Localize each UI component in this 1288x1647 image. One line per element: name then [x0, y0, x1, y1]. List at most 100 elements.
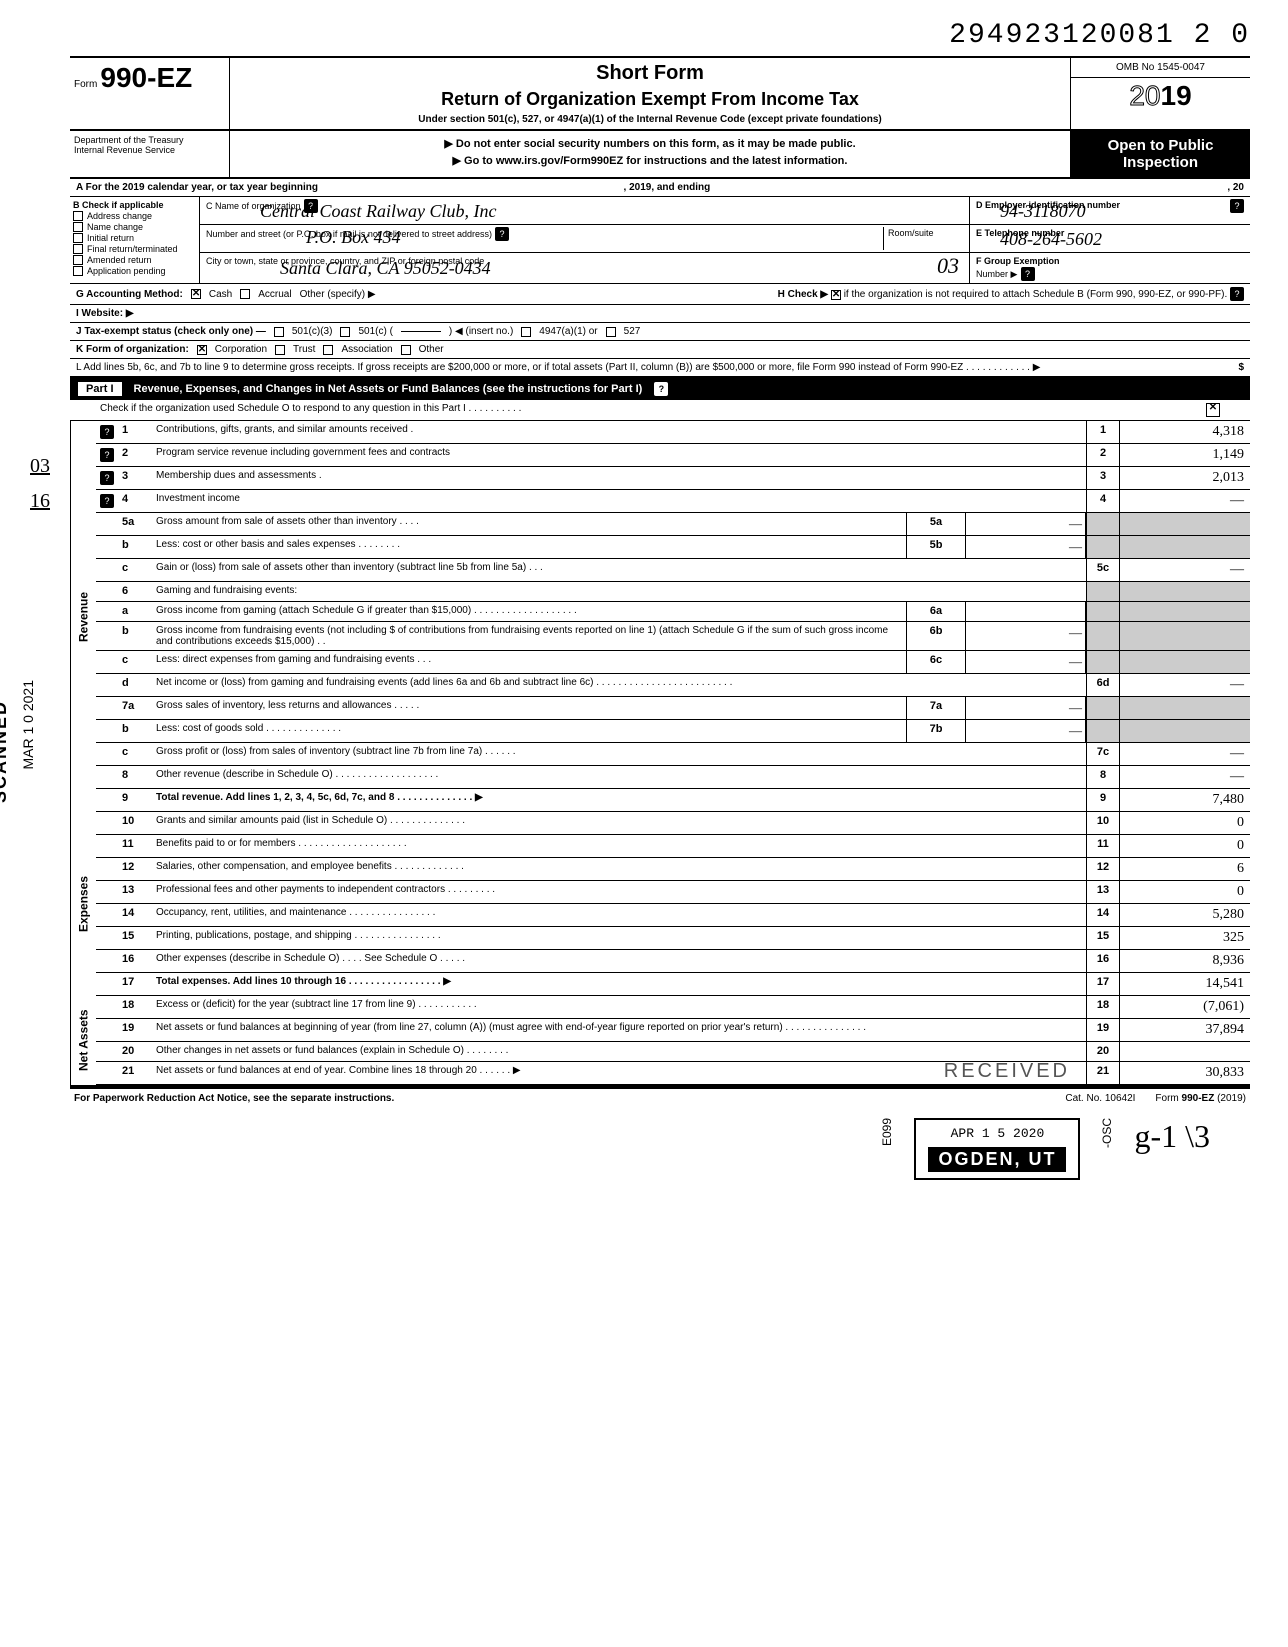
help-icon[interactable]: ? [100, 448, 114, 462]
warning-url: ▶ Go to www.irs.gov/Form990EZ for instru… [236, 154, 1064, 167]
line-11: 11Benefits paid to or for members . . . … [96, 835, 1250, 858]
line-18: 18Excess or (deficit) for the year (subt… [96, 996, 1250, 1019]
num-box: 10 [1086, 812, 1120, 834]
line-8: 8Other revenue (describe in Schedule O) … [96, 766, 1250, 789]
val-box: 0 [1120, 835, 1250, 857]
line-15: 15Printing, publications, postage, and s… [96, 927, 1250, 950]
line-number: 20 [118, 1042, 152, 1061]
help-icon[interactable]: ? [1021, 267, 1035, 281]
val-box: 37,894 [1120, 1019, 1250, 1041]
part1-label: Part I [78, 382, 122, 396]
checkbox[interactable] [73, 233, 83, 243]
line-g-h: G Accounting Method: Cash Accrual Other … [70, 284, 1250, 305]
num-box [1086, 536, 1120, 558]
val-box: (7,061) [1120, 996, 1250, 1018]
cat-no: Cat. No. 10642I [1065, 1093, 1135, 1104]
line-6: 6Gaming and fundraising events: [96, 582, 1250, 602]
date-stamp: APR 1 5 2020 OGDEN, UT [914, 1118, 1080, 1180]
checkbox-label: Address change [87, 211, 152, 221]
help-icon[interactable]: ? [1230, 199, 1244, 213]
line-number: 13 [118, 881, 152, 903]
4947-checkbox[interactable] [521, 327, 531, 337]
num-box: 12 [1086, 858, 1120, 880]
b-check-item: Name change [73, 222, 196, 232]
f-label: F Group Exemption [976, 256, 1060, 266]
scan-date: MAR 1 0 2021 [20, 680, 36, 770]
line-21: 21Net assets or fund balances at end of … [96, 1062, 1250, 1085]
val-box [1120, 720, 1250, 742]
sub-box-num: 5b [906, 536, 966, 558]
num-box: 20 [1086, 1042, 1120, 1061]
checkbox[interactable] [73, 222, 83, 232]
line-1: ?1Contributions, gifts, grants, and simi… [96, 421, 1250, 444]
form-prefix: Form [74, 79, 97, 90]
sub-box-num: 5a [906, 513, 966, 535]
val-box: 5,280 [1120, 904, 1250, 926]
num-box: 3 [1086, 467, 1120, 489]
line-3: ?3Membership dues and assessments .32,01… [96, 467, 1250, 490]
form-number: 990-EZ [100, 62, 192, 93]
checkbox-label: Application pending [87, 266, 166, 276]
checkbox[interactable] [73, 255, 83, 265]
schedule-o-checkbox[interactable] [1206, 403, 1220, 417]
line-desc: Net assets or fund balances at beginning… [152, 1019, 1086, 1041]
line-number: 12 [118, 858, 152, 880]
trust-checkbox[interactable] [275, 345, 285, 355]
assoc-checkbox[interactable] [323, 345, 333, 355]
num-box: 1 [1086, 421, 1120, 443]
line-desc: Membership dues and assessments . [152, 467, 1086, 489]
help-icon[interactable]: ? [100, 471, 114, 485]
b-check-item: Final return/terminated [73, 244, 196, 254]
expenses-section: Expenses 10Grants and similar amounts pa… [70, 812, 1250, 996]
num-box: 15 [1086, 927, 1120, 949]
line-number: d [118, 674, 152, 696]
line-5a: 5aGross amount from sale of assets other… [96, 513, 1250, 536]
line-desc: Gain or (loss) from sale of assets other… [152, 559, 1086, 581]
line-7b: bLess: cost of goods sold . . . . . . . … [96, 720, 1250, 743]
num-box: 21 [1086, 1062, 1120, 1084]
sub-box-num: 7a [906, 697, 966, 719]
line-desc: Other changes in net assets or fund bala… [152, 1042, 1086, 1061]
501c3-checkbox[interactable] [274, 327, 284, 337]
help-icon[interactable]: ? [1230, 287, 1244, 301]
part1-title: Revenue, Expenses, and Changes in Net As… [134, 383, 643, 395]
line-6d: dNet income or (loss) from gaming and fu… [96, 674, 1250, 697]
num-box [1086, 720, 1120, 742]
city-value: Santa Clara, CA 95052-0434 [280, 258, 491, 279]
street-value: P.O. Box 434 [306, 227, 401, 248]
cash-checkbox[interactable] [191, 289, 201, 299]
help-icon[interactable]: ? [100, 494, 114, 508]
501c-checkbox[interactable] [340, 327, 350, 337]
corp-checkbox[interactable] [197, 345, 207, 355]
checkbox[interactable] [73, 211, 83, 221]
return-title: Return of Organization Exempt From Incom… [240, 89, 1060, 110]
line-number: b [118, 622, 152, 650]
line-desc: Printing, publications, postage, and shi… [152, 927, 1086, 949]
b-check-item: Amended return [73, 255, 196, 265]
line-desc: Grants and similar amounts paid (list in… [152, 812, 1086, 834]
line-number: b [118, 536, 152, 558]
num-box [1086, 602, 1120, 621]
sub-box-val [966, 602, 1086, 621]
help-icon[interactable]: ? [495, 227, 509, 241]
help-icon[interactable]: ? [100, 425, 114, 439]
checkbox[interactable] [73, 244, 83, 254]
warning-ssn: ▶ Do not enter social security numbers o… [236, 137, 1064, 150]
f-number-label: Number ▶ [976, 269, 1017, 279]
line-desc: Less: direct expenses from gaming and fu… [152, 651, 906, 673]
line-desc: Professional fees and other payments to … [152, 881, 1086, 903]
num-box [1086, 697, 1120, 719]
line-16: 16Other expenses (describe in Schedule O… [96, 950, 1250, 973]
line-desc: Net income or (loss) from gaming and fun… [152, 674, 1086, 696]
accrual-checkbox[interactable] [240, 289, 250, 299]
val-box: 14,541 [1120, 973, 1250, 995]
527-checkbox[interactable] [606, 327, 616, 337]
help-icon[interactable]: ? [654, 382, 668, 396]
line-desc: Benefits paid to or for members . . . . … [152, 835, 1086, 857]
line-number: c [118, 559, 152, 581]
line-desc: Gaming and fundraising events: [152, 582, 1086, 601]
h-checkbox[interactable] [831, 290, 841, 300]
other-checkbox[interactable] [401, 345, 411, 355]
line-number: c [118, 651, 152, 673]
checkbox[interactable] [73, 266, 83, 276]
